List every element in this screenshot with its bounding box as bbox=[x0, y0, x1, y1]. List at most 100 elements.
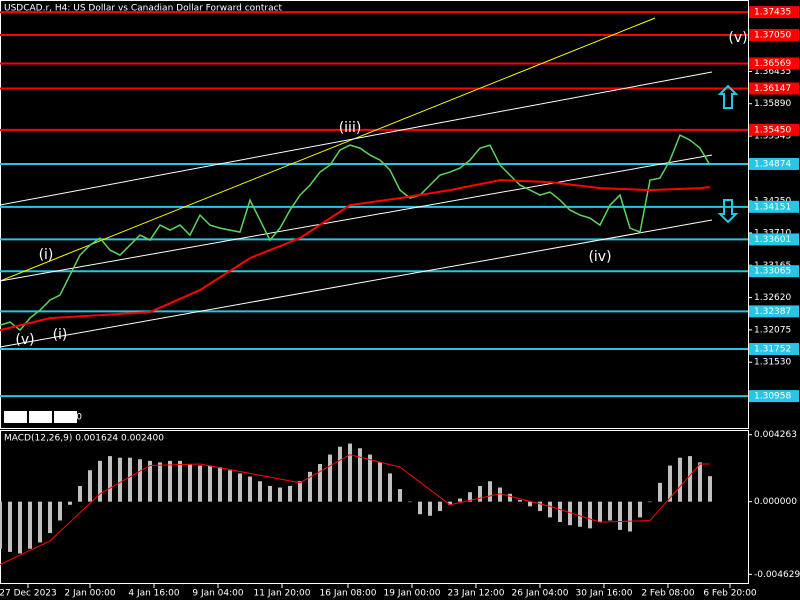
y-tick-label: -0.004629 bbox=[754, 570, 800, 580]
macd-bar bbox=[388, 473, 392, 502]
macd-bar bbox=[438, 501, 442, 512]
time-marker-box bbox=[54, 411, 77, 423]
macd-bar bbox=[578, 501, 582, 527]
x-tick-label: 16 Jan 08:00 bbox=[320, 589, 377, 599]
macd-bar bbox=[598, 501, 602, 523]
macd-bar bbox=[368, 454, 372, 502]
macd-series: 0.004263 0.000000 -0.004629 bbox=[0, 430, 800, 580]
macd-bar bbox=[678, 457, 682, 502]
macd-bar bbox=[308, 471, 312, 502]
macd-bar bbox=[628, 501, 632, 532]
wave-label: (iv) bbox=[588, 249, 611, 265]
wave-label: (v) bbox=[728, 30, 747, 46]
macd-bar bbox=[208, 465, 212, 502]
macd-bar bbox=[398, 489, 402, 502]
y-tick-label: 1.36435 bbox=[754, 67, 791, 77]
macd-bar bbox=[638, 501, 642, 518]
macd-bar bbox=[258, 481, 262, 502]
level-label-box bbox=[749, 343, 799, 356]
level-label: 1.36147 bbox=[754, 84, 791, 94]
x-tick-label: 26 Jan 04:00 bbox=[512, 589, 569, 599]
x-tick-label: 19 Jan 00:00 bbox=[384, 589, 441, 599]
macd-bar bbox=[378, 462, 382, 502]
level-label: 1.33065 bbox=[754, 267, 791, 277]
macd-bar bbox=[18, 501, 22, 554]
level-label-box bbox=[749, 265, 799, 278]
macd-bar bbox=[148, 460, 152, 502]
level-label-box bbox=[749, 82, 799, 95]
macd-bar bbox=[188, 463, 192, 502]
macd-bar bbox=[358, 448, 362, 502]
y-tick-label: 1.35890 bbox=[754, 99, 791, 109]
macd-bar bbox=[508, 493, 512, 502]
macd-bar bbox=[38, 501, 42, 543]
level-label: 1.37435 bbox=[754, 8, 791, 18]
macd-bar bbox=[708, 476, 712, 502]
level-label: 1.36569 bbox=[754, 59, 791, 69]
macd-bar bbox=[228, 470, 232, 502]
level-label: 1.30958 bbox=[754, 392, 791, 402]
macd-bar bbox=[68, 501, 72, 505]
wave-label: (i) bbox=[53, 327, 68, 343]
macd-title: MACD(12,26,9) 0.001624 0.002400 bbox=[4, 434, 164, 444]
x-tick-label: 30 Jan 16:00 bbox=[576, 589, 633, 599]
macd-bar bbox=[328, 454, 332, 502]
macd-bar bbox=[528, 501, 532, 507]
macd-bar bbox=[418, 501, 422, 515]
wave-label: (iii) bbox=[339, 120, 362, 136]
macd-bar bbox=[568, 501, 572, 526]
x-tick-label: 27 Dec 2023 bbox=[0, 589, 57, 599]
macd-bar bbox=[458, 498, 462, 502]
price-line bbox=[0, 134, 711, 332]
macd-bar bbox=[338, 446, 342, 502]
time-marker: 20:30 bbox=[56, 413, 82, 423]
time-marker: 18:0 bbox=[31, 413, 51, 423]
level-label: 1.34151 bbox=[754, 202, 791, 212]
macd-bar bbox=[348, 443, 352, 502]
channel-line-lower bbox=[0, 219, 713, 348]
x-tick-label: 4 Jan 16:00 bbox=[128, 589, 180, 599]
macd-bar bbox=[518, 500, 522, 502]
x-tick-label: 2 Feb 08:00 bbox=[641, 589, 695, 599]
macd-bar bbox=[238, 473, 242, 502]
time-marker-box bbox=[29, 411, 52, 423]
y-tick-label: 1.35345 bbox=[754, 132, 791, 142]
level-label-box bbox=[749, 57, 799, 70]
macd-bar bbox=[688, 456, 692, 502]
macd-bar bbox=[468, 492, 472, 502]
macd-bar bbox=[318, 463, 322, 502]
macd-bar bbox=[268, 485, 272, 502]
y-tick-label: 0.000000 bbox=[754, 497, 797, 507]
level-label: 1.33601 bbox=[754, 235, 791, 245]
levels: 1.364351.358901.353451.342501.337101.331… bbox=[0, 6, 799, 403]
macd-bar bbox=[248, 476, 252, 502]
macd-bar bbox=[618, 501, 622, 530]
macd-bar bbox=[498, 487, 502, 502]
macd-bar bbox=[58, 501, 62, 521]
level-label-box bbox=[749, 6, 799, 19]
wave-label: (v) bbox=[15, 332, 34, 348]
macd-bar bbox=[588, 501, 592, 529]
macd-bar bbox=[428, 501, 432, 516]
macd-bar bbox=[668, 465, 672, 502]
macd-bar bbox=[218, 467, 222, 502]
level-label-box bbox=[749, 390, 799, 403]
signal-line bbox=[0, 454, 710, 565]
macd-bar bbox=[288, 485, 292, 502]
wave-label: (i) bbox=[39, 247, 54, 263]
y-tick-label: 1.32620 bbox=[754, 293, 791, 303]
macd-bar bbox=[8, 501, 12, 552]
price-series: 27 Dec 2023 2 Jan 00:00 4 Jan 16:00 9 Jan 0… bbox=[0, 30, 757, 599]
macd-bar bbox=[488, 481, 492, 502]
channel-line-yellow bbox=[0, 17, 656, 282]
time-marker-box bbox=[4, 411, 27, 423]
macd-bar bbox=[548, 501, 552, 518]
x-tick-label: 9 Jan 04:00 bbox=[192, 589, 244, 599]
macd-bar bbox=[138, 459, 142, 502]
macd-bar bbox=[278, 487, 282, 502]
macd-bar bbox=[0, 501, 2, 549]
macd-bar bbox=[88, 470, 92, 502]
arrow-up-icon bbox=[717, 84, 739, 109]
x-tick-label: 11 Jan 20:00 bbox=[254, 589, 311, 599]
